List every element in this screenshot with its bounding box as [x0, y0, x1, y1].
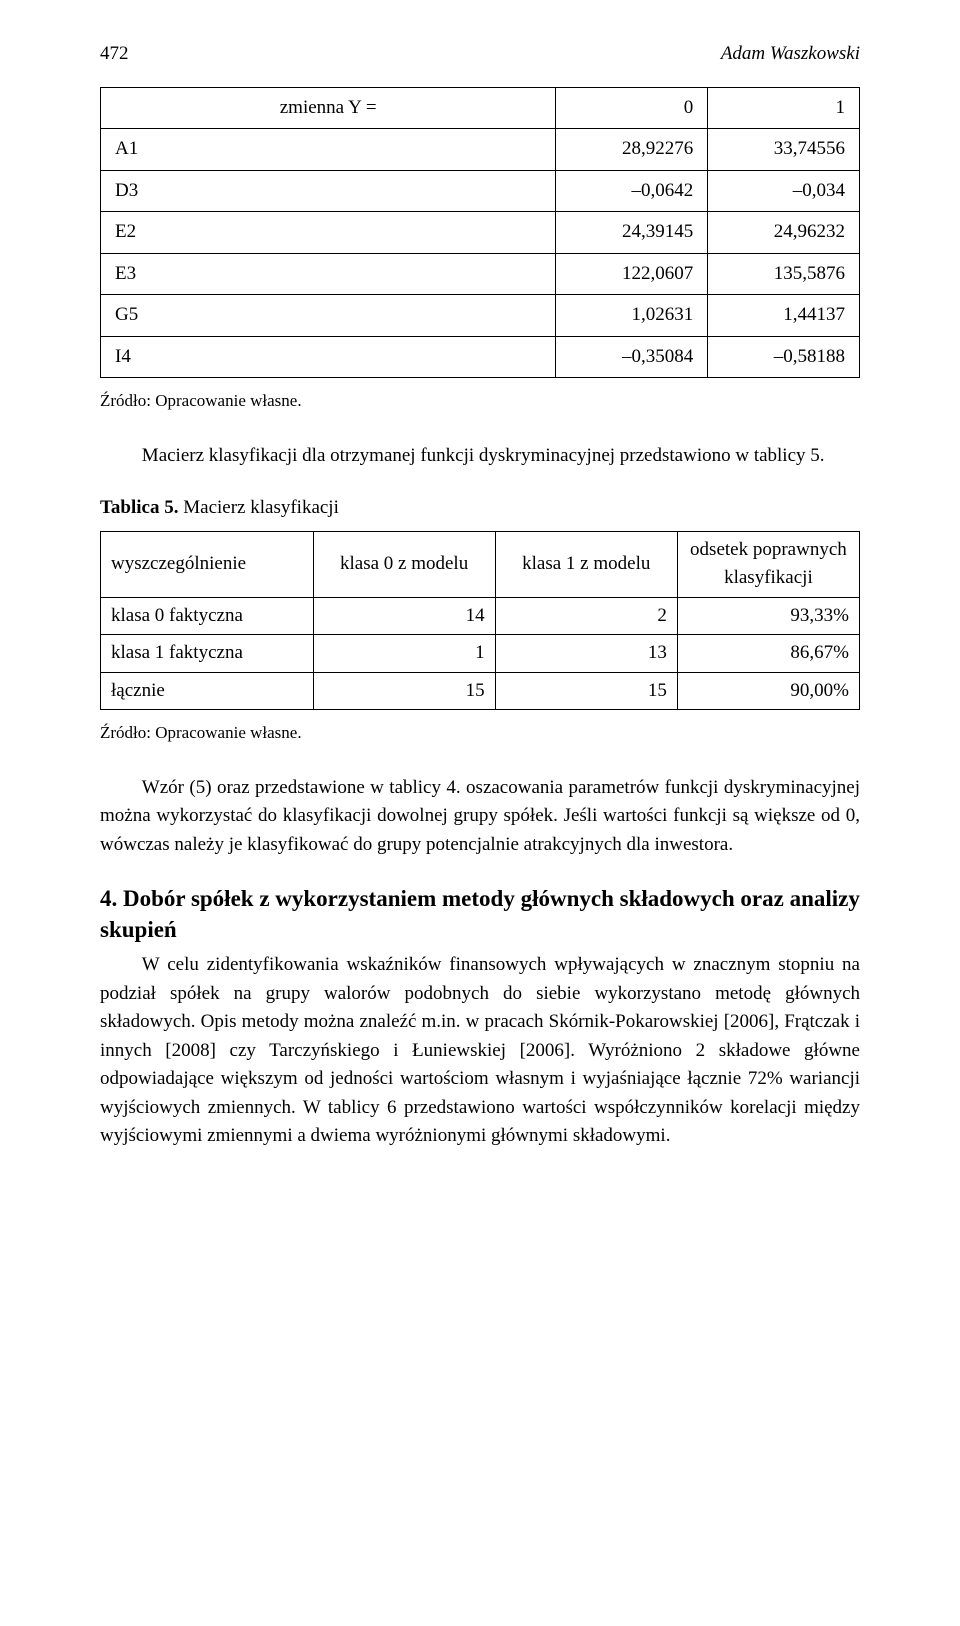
t1-header-1: 1: [708, 87, 860, 129]
table-row: łącznie 15 15 90,00%: [101, 672, 860, 710]
t1-row-label: E2: [101, 212, 556, 254]
t1-cell: 33,74556: [708, 129, 860, 171]
t2-cell: 93,33%: [677, 597, 859, 635]
paragraph-1: Macierz klasyfikacji dla otrzymanej funk…: [100, 442, 860, 471]
t2-cell: 14: [313, 597, 495, 635]
table-row: klasa 0 faktyczna 14 2 93,33%: [101, 597, 860, 635]
t1-row-label: A1: [101, 129, 556, 171]
t2-cell: 90,00%: [677, 672, 859, 710]
t1-header-0: 0: [556, 87, 708, 129]
t1-row-label: I4: [101, 336, 556, 378]
t2-cell: 86,67%: [677, 635, 859, 673]
t2-cell: 15: [495, 672, 677, 710]
page-header: 472 Adam Waszkowski: [100, 40, 860, 69]
table-row: G5 1,02631 1,44137: [101, 295, 860, 337]
table2-source: Źródło: Opracowanie własne.: [100, 720, 860, 746]
t2-h3: odsetek poprawnych klasyfikacji: [677, 531, 859, 597]
section-4-paragraph: W celu zidentyfikowania wskaźników finan…: [100, 951, 860, 1151]
table-1: zmienna Y = 0 1 A1 28,92276 33,74556 D3 …: [100, 87, 860, 379]
t2-h1: klasa 0 z modelu: [313, 531, 495, 597]
t1-cell: 135,5876: [708, 253, 860, 295]
t1-row-label: G5: [101, 295, 556, 337]
section-4-heading: 4. Dobór spółek z wykorzystaniem metody …: [100, 883, 860, 945]
paragraph-2: Wzór (5) oraz przedstawione w tablicy 4.…: [100, 774, 860, 860]
t1-row-label: D3: [101, 170, 556, 212]
table-row: klasa 1 faktyczna 1 13 86,67%: [101, 635, 860, 673]
t1-cell: –0,35084: [556, 336, 708, 378]
t1-cell: –0,58188: [708, 336, 860, 378]
table-row: E3 122,0607 135,5876: [101, 253, 860, 295]
t1-cell: –0,0642: [556, 170, 708, 212]
table2-caption-text: Macierz klasyfikacji: [179, 497, 339, 518]
header-author: Adam Waszkowski: [721, 40, 860, 69]
t2-cell: 2: [495, 597, 677, 635]
t1-cell: 1,44137: [708, 295, 860, 337]
page-number: 472: [100, 40, 129, 69]
table-2: wyszczególnienie klasa 0 z modelu klasa …: [100, 531, 860, 711]
t2-cell: 15: [313, 672, 495, 710]
table-row: D3 –0,0642 –0,034: [101, 170, 860, 212]
t2-h2: klasa 1 z modelu: [495, 531, 677, 597]
t1-row-label: E3: [101, 253, 556, 295]
t1-header-label: zmienna Y =: [101, 87, 556, 129]
t1-cell: –0,034: [708, 170, 860, 212]
t1-cell: 122,0607: [556, 253, 708, 295]
t2-cell: 13: [495, 635, 677, 673]
table-row: E2 24,39145 24,96232: [101, 212, 860, 254]
t1-cell: 24,96232: [708, 212, 860, 254]
table-row: A1 28,92276 33,74556: [101, 129, 860, 171]
t1-cell: 1,02631: [556, 295, 708, 337]
table2-caption-num: Tablica 5.: [100, 497, 179, 518]
table1-source: Źródło: Opracowanie własne.: [100, 388, 860, 414]
t2-row-label: klasa 1 faktyczna: [101, 635, 314, 673]
table-row: I4 –0,35084 –0,58188: [101, 336, 860, 378]
t2-cell: 1: [313, 635, 495, 673]
table2-caption: Tablica 5. Macierz klasyfikacji: [100, 494, 860, 523]
t2-row-label: klasa 0 faktyczna: [101, 597, 314, 635]
t2-h0: wyszczególnienie: [101, 531, 314, 597]
t1-cell: 28,92276: [556, 129, 708, 171]
t2-row-label: łącznie: [101, 672, 314, 710]
t1-cell: 24,39145: [556, 212, 708, 254]
